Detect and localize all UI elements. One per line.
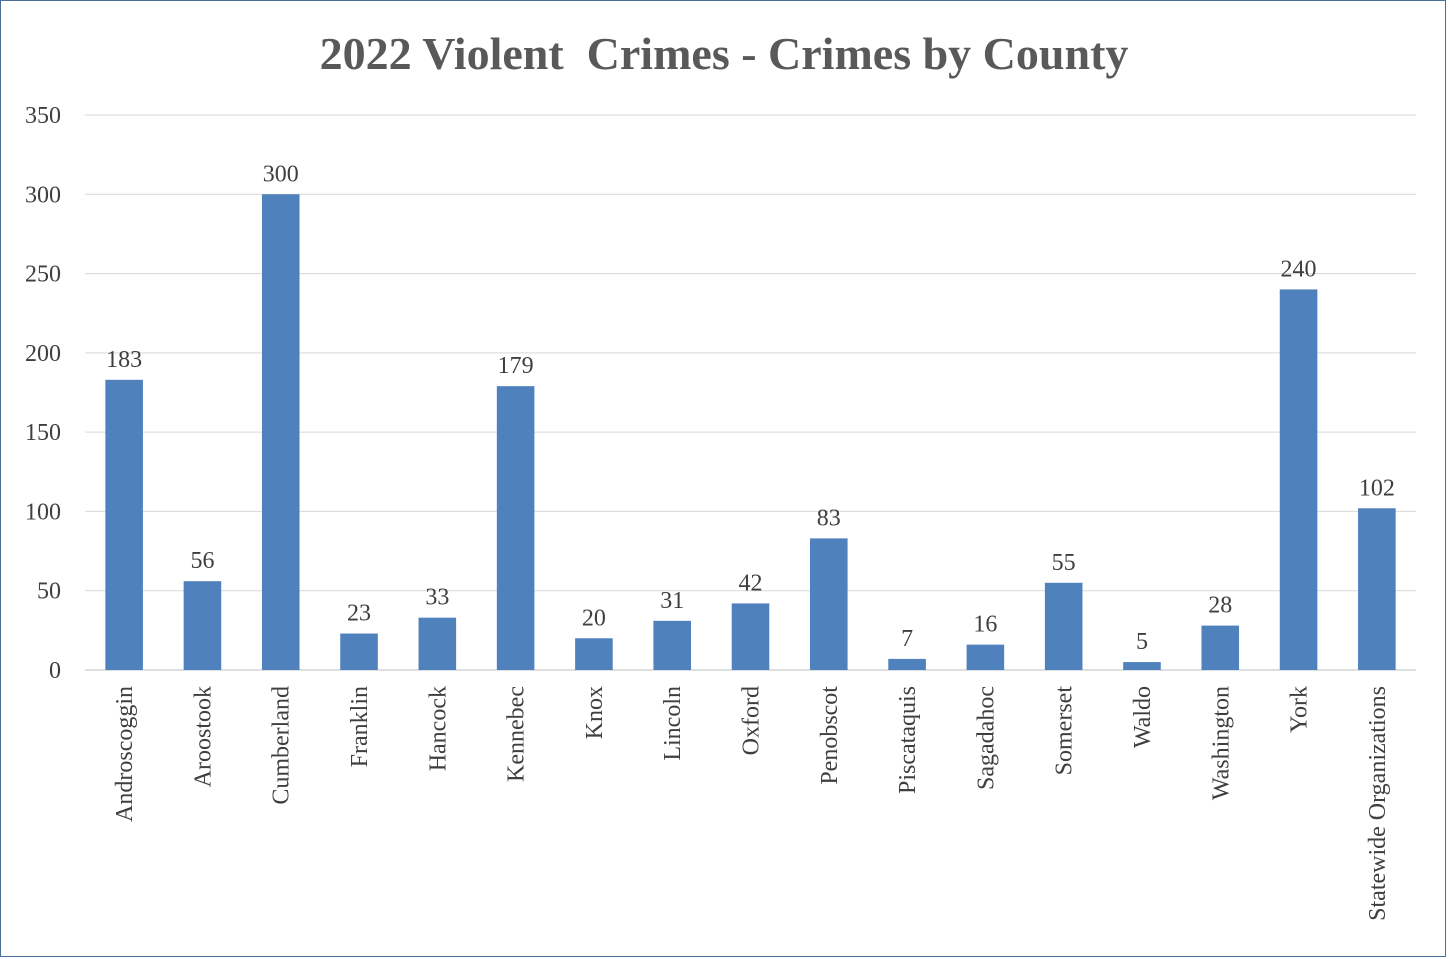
y-tick-label: 150 <box>25 420 61 446</box>
bar <box>496 386 535 670</box>
bar <box>731 603 770 670</box>
y-tick-label: 0 <box>49 658 61 684</box>
bar <box>1044 582 1083 670</box>
bar <box>575 638 613 670</box>
x-tick-label: York <box>1287 686 1313 733</box>
data-label: 28 <box>1208 593 1232 619</box>
bar <box>1279 289 1318 670</box>
data-label: 300 <box>263 161 299 187</box>
bar <box>183 581 222 670</box>
data-label: 20 <box>582 605 606 631</box>
x-tick-label: Statewide Organizations <box>1365 686 1391 921</box>
bars <box>105 194 1396 671</box>
bar <box>1358 508 1396 670</box>
data-label: 102 <box>1359 475 1395 501</box>
x-tick-label: Hancock <box>425 686 451 771</box>
x-tick-label: Sagadahoc <box>973 686 999 790</box>
bar <box>340 633 378 670</box>
data-label: 31 <box>660 588 684 614</box>
data-label: 55 <box>1052 550 1076 576</box>
x-tick-label: Androscoggin <box>112 686 138 822</box>
y-tick-label: 250 <box>25 262 61 288</box>
x-tick-label: Waldo <box>1130 686 1156 748</box>
y-tick-label: 300 <box>25 182 61 208</box>
x-tick-label: Aroostook <box>190 686 216 787</box>
data-label: 33 <box>425 585 449 611</box>
bar <box>888 658 926 670</box>
x-tick-label: Oxford <box>739 686 765 755</box>
data-label: 23 <box>347 601 371 627</box>
bar <box>105 379 143 670</box>
x-tick-label: Penobscot <box>817 686 843 785</box>
data-label: 42 <box>739 570 763 596</box>
bar <box>1123 662 1161 670</box>
data-label: 7 <box>901 626 913 652</box>
y-tick-label: 200 <box>25 341 61 367</box>
bar <box>261 194 300 671</box>
bar <box>418 617 457 670</box>
data-label: 240 <box>1281 256 1317 282</box>
data-label: 16 <box>973 612 997 638</box>
x-tick-label: Somerset <box>1052 686 1078 776</box>
y-tick-label: 100 <box>25 499 61 525</box>
x-tick-label: Kennebec <box>504 686 530 782</box>
bar <box>966 644 1005 670</box>
x-tick-label: Franklin <box>347 686 373 767</box>
bar <box>653 620 691 670</box>
x-tick-label: Cumberland <box>269 686 295 805</box>
data-label: 83 <box>817 505 841 531</box>
data-label: 5 <box>1136 629 1148 655</box>
category-labels: Androscoggin Aroostook Cumberland Franklin H… <box>112 686 1391 921</box>
bar <box>810 538 848 670</box>
chart-title: 2022 Violent Crimes - Crimes by County <box>319 28 1129 79</box>
y-axis-ticks: 0 50 100 150 200 250 300 350 <box>25 103 61 684</box>
data-label: 179 <box>498 353 534 379</box>
y-tick-label: 350 <box>25 103 61 129</box>
x-tick-label: Piscataquis <box>895 686 921 794</box>
x-tick-label: Lincoln <box>660 686 686 761</box>
data-label: 56 <box>190 548 214 574</box>
y-tick-label: 50 <box>37 579 61 605</box>
x-tick-label: Washington <box>1208 686 1234 800</box>
data-label: 183 <box>106 347 142 373</box>
x-tick-label: Knox <box>582 686 608 739</box>
bar <box>1201 625 1240 670</box>
